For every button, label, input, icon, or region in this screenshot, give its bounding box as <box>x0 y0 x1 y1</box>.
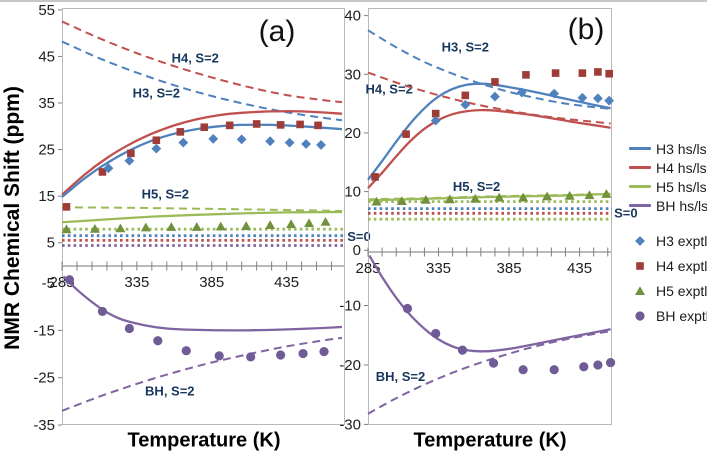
series-bh-hs-ls <box>62 275 343 332</box>
legend-item-h5-exptl: H5 exptl <box>628 278 707 303</box>
figure-top-border <box>0 0 707 2</box>
x-tick-label: 335 <box>426 260 451 277</box>
plot-annotation: BH, S=2 <box>376 369 426 384</box>
legend-label: H3 exptl <box>656 232 707 249</box>
legend-item-h3-exptl: H3 exptl <box>628 228 707 253</box>
legend-line-swatch <box>628 166 652 169</box>
series-h4-exptl <box>371 68 613 181</box>
y-tick-label: 5 <box>47 235 55 252</box>
plot-annotation: H5, S=2 <box>142 186 189 201</box>
series-h5-hs-ls <box>367 192 611 202</box>
legend-label: H5 hs/ls <box>656 178 707 195</box>
x-axis-title-a: Temperature (K) <box>127 429 281 452</box>
chart-panel-a-upper: 55 45 35 25 15 5 H4, S=2 H3, S=2 H5, S=2 S=0 <box>38 2 371 266</box>
plot-annotation: BH, S=2 <box>145 383 195 398</box>
y-tick-label: 25 <box>38 142 55 159</box>
panel-a-label: (a) <box>258 15 296 48</box>
legend-item-bh-exptl: BH exptl <box>628 303 707 328</box>
x-tick-label: 385 <box>497 260 522 277</box>
x-axis-title-b: Temperature (K) <box>413 429 567 452</box>
y-tick-label: 15 <box>38 188 55 205</box>
legend-item-h3-hs-ls: H3 hs/ls <box>628 139 707 158</box>
series-bh-exptl <box>402 303 616 375</box>
y-tick-label: 30 <box>344 66 361 83</box>
series-h3-hs-ls <box>61 123 343 198</box>
y-tick-label: 55 <box>38 2 55 19</box>
series-bh-s-2-calc <box>367 330 611 415</box>
plot-annotation: H3, S=2 <box>133 86 180 101</box>
legend-label: BH hs/ls <box>656 197 707 214</box>
legend-item-h5-hs-ls: H5 hs/ls <box>628 177 707 196</box>
legend-triangle-icon <box>628 285 652 297</box>
series-h3-exptl <box>103 133 326 174</box>
plot-annotation: S=0 <box>347 229 371 244</box>
plot-annotation: H3, S=2 <box>442 39 489 54</box>
y-tick-label: 20 <box>344 125 361 142</box>
x-tick-label: 435 <box>567 260 592 277</box>
series-h4-exptl <box>62 120 322 211</box>
legend-circle-icon <box>628 310 652 322</box>
series-h3-s-2-calc <box>367 29 611 110</box>
legend-label: H3 hs/ls <box>656 140 707 157</box>
y-tick-label: -5 <box>42 275 55 292</box>
legend-line-swatch <box>628 204 652 207</box>
y-axis-title: NMR Chemical Shift (ppm) <box>1 86 24 350</box>
y-tick-label: -25 <box>33 370 55 387</box>
panel-b-label: (b) <box>567 13 605 46</box>
x-tick-label: 435 <box>274 274 299 291</box>
series-h5-hs-ls <box>61 210 343 224</box>
plot-annotation: H4, S=2 <box>365 82 412 97</box>
series-h4-hs-ls <box>61 110 343 196</box>
series-h5-s-2-calc <box>61 206 343 212</box>
series-bh-s-2-calc <box>61 336 343 412</box>
series-h5-exptl <box>371 189 612 206</box>
legend-label: BH exptl <box>656 307 707 324</box>
legend-label: H5 exptl <box>656 282 707 299</box>
x-tick-label: 335 <box>124 274 149 291</box>
legend-item-h4-hs-ls: H4 hs/ls <box>628 158 707 177</box>
legend-line-swatch <box>628 147 652 150</box>
legend-label: H4 exptl <box>656 257 707 274</box>
chart-panel-b-upper: 40 30 20 10 0 H3, S=2 H4, S=2 H5, S=2 S=0 <box>344 8 637 260</box>
y-tick-label: 40 <box>344 8 361 25</box>
legend-label: H4 hs/ls <box>656 159 707 176</box>
series-h3-s-2-calc <box>61 40 343 122</box>
legend-line-swatch <box>628 185 652 188</box>
legend: H3 hs/ls H4 hs/ls H5 hs/ls BH hs/ls H3 exptl… <box>628 139 707 328</box>
x-tick-label: 385 <box>199 274 224 291</box>
plot-annotation: S=0 <box>614 205 638 220</box>
series-h4-hs-ls <box>367 108 611 189</box>
series-h3-exptl <box>430 87 615 126</box>
y-tick-label: 35 <box>38 95 55 112</box>
legend-square-icon <box>628 260 652 272</box>
plot-annotation: H5, S=2 <box>453 179 500 194</box>
series-h5-exptl <box>61 216 331 234</box>
y-tick-label: -30 <box>339 416 361 433</box>
y-tick-label: 10 <box>344 184 361 201</box>
plot-annotation: H4, S=2 <box>172 50 219 65</box>
series-h4-s-2-calc <box>367 71 611 125</box>
legend-item-h4-exptl: H4 exptl <box>628 253 707 278</box>
series-bh-exptl <box>64 275 329 362</box>
y-tick-label: -20 <box>339 357 361 374</box>
y-tick-label: -10 <box>339 298 361 315</box>
y-tick-label: -15 <box>33 322 55 339</box>
series-h4-s-2-calc <box>61 20 343 104</box>
legend-diamond-icon <box>628 235 652 247</box>
legend-item-bh-hs-ls: BH hs/ls <box>628 196 707 215</box>
y-tick-label: 45 <box>38 48 55 65</box>
y-tick-label: -35 <box>33 417 55 434</box>
y-tick-label: 0 <box>353 242 361 259</box>
